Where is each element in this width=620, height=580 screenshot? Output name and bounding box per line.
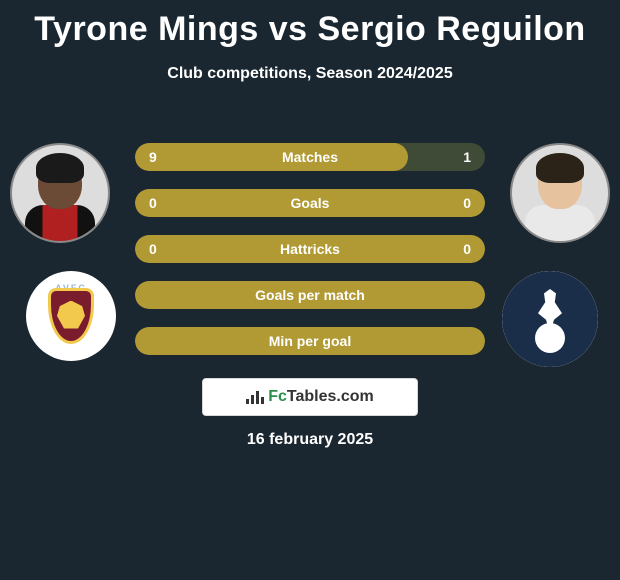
club-left-badge: AVFC bbox=[26, 271, 116, 361]
player-silhouette-icon bbox=[525, 151, 595, 241]
shield-icon: AVFC bbox=[34, 279, 108, 353]
stat-bar: 00Hattricks bbox=[135, 235, 485, 263]
player-left-avatar bbox=[10, 143, 110, 243]
stat-bar: Goals per match bbox=[135, 281, 485, 309]
stat-label: Goals per match bbox=[135, 281, 485, 309]
player-silhouette-icon bbox=[25, 151, 95, 241]
stat-label: Goals bbox=[135, 189, 485, 217]
page-title: Tyrone Mings vs Sergio Reguilon bbox=[0, 0, 620, 49]
stat-bars: 91Matches 00Goals 00Hattricks Goals per mat… bbox=[135, 143, 485, 373]
logo-prefix: Fc bbox=[268, 388, 287, 405]
stat-bar: 00Goals bbox=[135, 189, 485, 217]
player-right-avatar bbox=[510, 143, 610, 243]
cockerel-icon bbox=[502, 271, 598, 367]
page-subtitle: Club competitions, Season 2024/2025 bbox=[0, 65, 620, 83]
logo-text: FcTables.com bbox=[268, 388, 374, 406]
stat-label: Matches bbox=[135, 143, 485, 171]
comparison-panel: AVFC 91Matches 00Goals 00Hattricks Goals pe… bbox=[0, 113, 620, 453]
stat-label: Min per goal bbox=[135, 327, 485, 355]
stat-bar: Min per goal bbox=[135, 327, 485, 355]
club-right-badge bbox=[502, 271, 598, 367]
fctables-logo[interactable]: FcTables.com bbox=[202, 378, 418, 416]
bar-chart-icon bbox=[246, 390, 264, 404]
logo-suffix: Tables.com bbox=[287, 388, 374, 405]
comparison-date: 16 february 2025 bbox=[0, 431, 620, 449]
stat-label: Hattricks bbox=[135, 235, 485, 263]
stat-bar: 91Matches bbox=[135, 143, 485, 171]
